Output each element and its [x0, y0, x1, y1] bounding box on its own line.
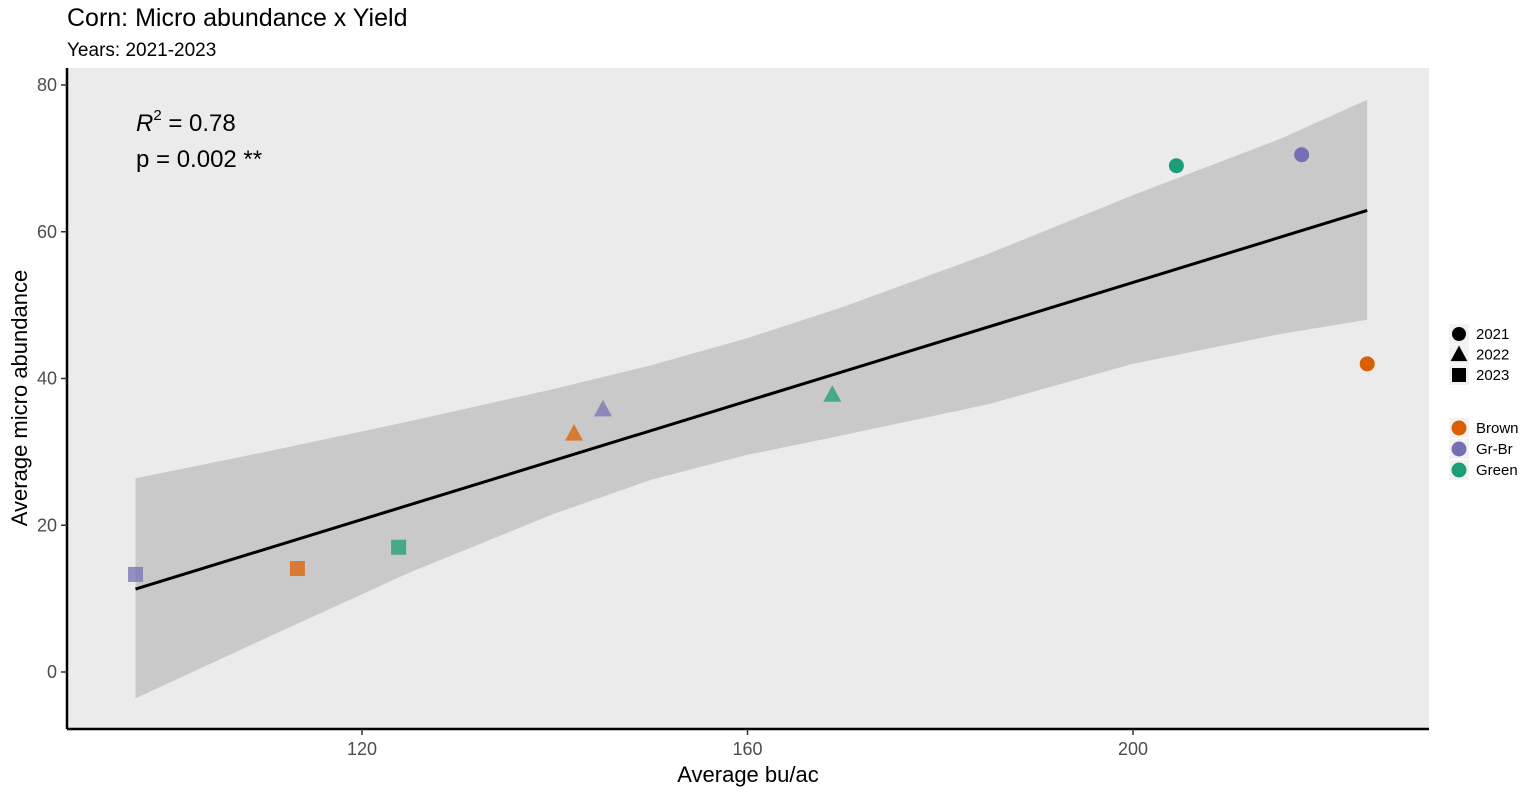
p-value-annotation: p = 0.002 ** [136, 146, 262, 173]
point-brown-2021 [1359, 356, 1375, 372]
point-gr-br-2023 [128, 566, 144, 582]
point-green-2021 [1168, 158, 1184, 174]
point-brown-2022 [565, 424, 584, 441]
legend-label-group: Green [1476, 462, 1518, 479]
y-ticks: 0 20 40 60 80 [37, 75, 67, 682]
y-tick-label: 60 [37, 222, 57, 242]
r2-superscript: 2 [153, 107, 161, 124]
legend-label-group: Gr-Br [1476, 441, 1513, 458]
y-tick-label: 40 [37, 369, 57, 389]
legend-square-icon [1452, 368, 1466, 382]
y-tick-label: 80 [37, 75, 57, 95]
legend-label-group: Brown [1476, 420, 1519, 437]
chart-title: Corn: Micro abundance x Yield [67, 4, 408, 32]
regression-line [135, 209, 1368, 591]
x-tick-label: 160 [732, 739, 762, 759]
r2-value: = 0.78 [162, 110, 236, 137]
y-axis-title: Average micro abundance [7, 270, 32, 526]
x-tick-label: 200 [1118, 739, 1148, 759]
point-brown-2023 [289, 561, 305, 577]
legend-triangle-icon [1450, 345, 1468, 362]
r-squared-annotation: R2 = 0.78 [136, 107, 236, 137]
legend-circle-icon [1452, 327, 1466, 341]
r2-label: R [136, 110, 153, 137]
y-tick-label: 20 [37, 515, 57, 535]
legend-label-year: 2021 [1476, 326, 1509, 343]
x-tick-label: 120 [347, 739, 377, 759]
point-gr-br-2021 [1294, 147, 1310, 163]
color-legend: Brown Gr-Br Green [1449, 418, 1519, 480]
y-tick-label: 0 [47, 662, 57, 682]
data-points [128, 147, 1375, 582]
x-ticks: 120 160 200 [347, 729, 1148, 759]
legend-color-swatch-icon [1451, 462, 1467, 478]
chart-subtitle: Years: 2021-2023 [67, 40, 217, 61]
year-legend: 2021 2022 2023 [1449, 324, 1509, 385]
point-green-2023 [391, 539, 407, 555]
legend-color-swatch-icon [1451, 441, 1467, 457]
legend-label-year: 2023 [1476, 367, 1509, 384]
point-gr-br-2022 [593, 399, 612, 417]
legend-color-swatch-icon [1451, 420, 1467, 436]
x-axis-title: Average bu/ac [677, 762, 818, 787]
point-green-2022 [823, 385, 842, 402]
legend-label-year: 2022 [1476, 347, 1509, 364]
